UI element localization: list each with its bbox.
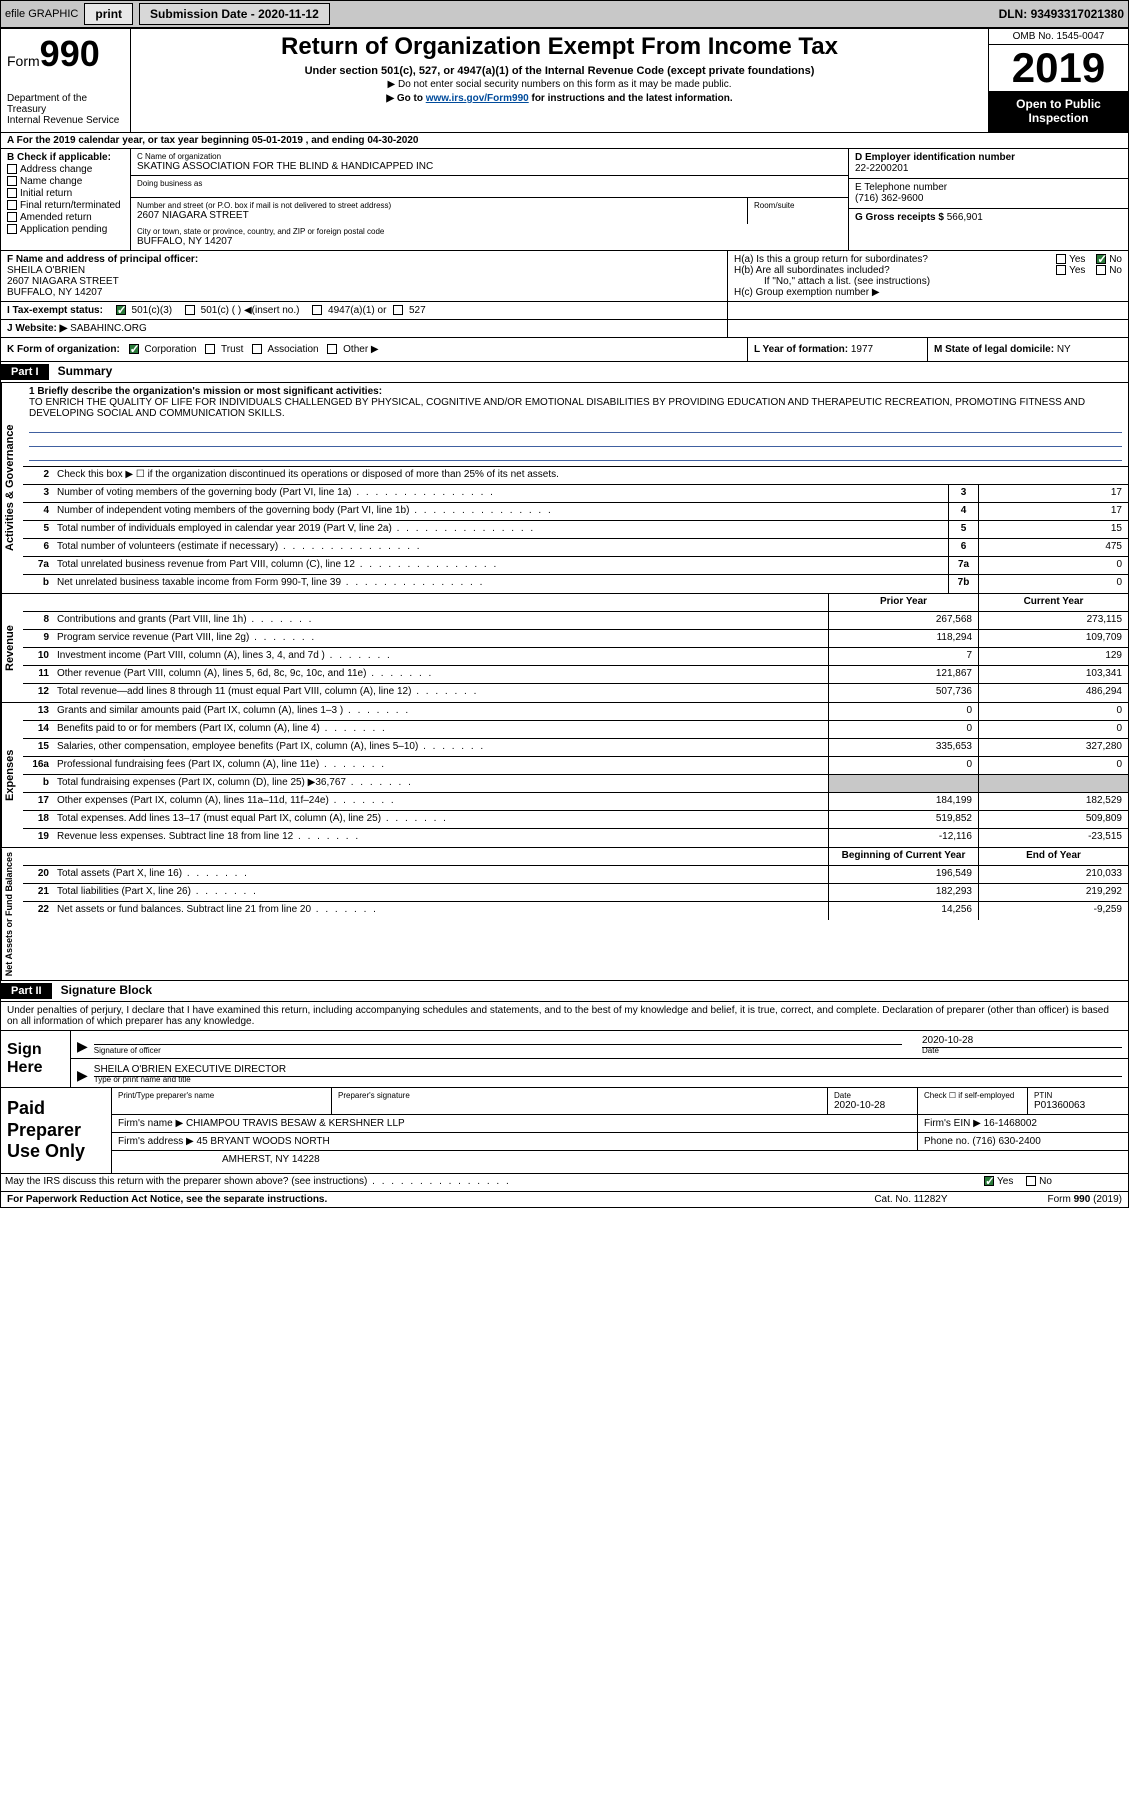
topbar: efile GRAPHIC print Submission Date - 20… <box>0 0 1129 28</box>
cb-4947[interactable] <box>312 305 322 315</box>
dept-label: Department of the Treasury Internal Reve… <box>7 93 124 126</box>
cb-pending[interactable] <box>7 224 17 234</box>
signature-block: Under penalties of perjury, I declare th… <box>1 1002 1128 1192</box>
cb-name-change[interactable] <box>7 176 17 186</box>
cb-corp[interactable] <box>129 344 139 354</box>
open-public-badge: Open to Public Inspection <box>989 91 1128 132</box>
cb-address-change[interactable] <box>7 164 17 174</box>
cb-hb-yes[interactable] <box>1056 265 1066 275</box>
org-city: BUFFALO, NY 14207 <box>137 236 842 247</box>
row-a-period: A For the 2019 calendar year, or tax yea… <box>1 133 1128 149</box>
header-left: Form990 Department of the Treasury Inter… <box>1 29 131 132</box>
paid-preparer-label: Paid Preparer Use Only <box>1 1088 111 1173</box>
website: SABAHINC.ORG <box>70 323 147 334</box>
cb-final-return[interactable] <box>7 200 17 210</box>
cb-other[interactable] <box>327 344 337 354</box>
cb-trust[interactable] <box>205 344 215 354</box>
section-fh: F Name and address of principal officer:… <box>1 251 1128 302</box>
header-mid: Return of Organization Exempt From Incom… <box>131 29 988 132</box>
org-name: SKATING ASSOCIATION FOR THE BLIND & HAND… <box>137 161 842 172</box>
gross-receipts: 566,901 <box>947 212 983 223</box>
cb-501c3[interactable] <box>116 305 126 315</box>
cb-527[interactable] <box>393 305 403 315</box>
row-j: J Website: ▶ SABAHINC.ORG <box>1 320 1128 338</box>
part2-header: Part II Signature Block <box>1 981 1128 1002</box>
cb-hb-no[interactable] <box>1096 265 1106 275</box>
phone: (716) 362-9600 <box>855 193 1122 204</box>
vtab-expenses: Expenses <box>1 703 23 847</box>
cb-discuss-no[interactable] <box>1026 1176 1036 1186</box>
box-c: C Name of organization SKATING ASSOCIATI… <box>131 149 848 250</box>
submission-button[interactable]: Submission Date - 2020-11-12 <box>139 3 330 25</box>
sign-here-label: Sign Here <box>1 1031 71 1087</box>
print-button[interactable]: print <box>84 3 133 25</box>
cb-501c[interactable] <box>185 305 195 315</box>
vtab-governance: Activities & Governance <box>1 383 23 593</box>
row-k: K Form of organization: Corporation Trus… <box>1 338 1128 362</box>
ein: 22-2200201 <box>855 163 1122 174</box>
arrow-icon: ▶ <box>77 1067 88 1084</box>
cb-assoc[interactable] <box>252 344 262 354</box>
cb-discuss-yes[interactable] <box>984 1176 994 1186</box>
part1-header: Part I Summary <box>1 362 1128 383</box>
form-title: Return of Organization Exempt From Incom… <box>137 33 982 61</box>
cb-ha-no[interactable] <box>1096 254 1106 264</box>
box-deg: D Employer identification number 22-2200… <box>848 149 1128 250</box>
section-bcdefg: B Check if applicable: Address change Na… <box>1 149 1128 251</box>
efile-label: efile GRAPHIC <box>5 8 78 20</box>
vtab-revenue: Revenue <box>1 594 23 702</box>
expenses-section: Expenses 13Grants and similar amounts pa… <box>1 703 1128 848</box>
arrow-icon: ▶ <box>77 1038 88 1055</box>
box-f: F Name and address of principal officer:… <box>1 251 728 301</box>
header-right: OMB No. 1545-0047 2019 Open to Public In… <box>988 29 1128 132</box>
form990-link[interactable]: www.irs.gov/Form990 <box>426 93 529 104</box>
omb-number: OMB No. 1545-0047 <box>989 29 1128 45</box>
box-b: B Check if applicable: Address change Na… <box>1 149 131 250</box>
form-990: Form990 Department of the Treasury Inter… <box>0 28 1129 1208</box>
dln: DLN: 93493317021380 <box>999 7 1124 21</box>
form-version: Form 990 (2019) <box>1048 1194 1122 1205</box>
netassets-section: Net Assets or Fund Balances Beginning of… <box>1 848 1128 981</box>
cb-ha-yes[interactable] <box>1056 254 1066 264</box>
cb-amended[interactable] <box>7 212 17 222</box>
mission-text: TO ENRICH THE QUALITY OF LIFE FOR INDIVI… <box>29 397 1122 419</box>
org-street: 2607 NIAGARA STREET <box>137 210 741 221</box>
footer: For Paperwork Reduction Act Notice, see … <box>1 1192 1128 1207</box>
vtab-netassets: Net Assets or Fund Balances <box>1 848 23 980</box>
cb-initial-return[interactable] <box>7 188 17 198</box>
box-h: H(a) Is this a group return for subordin… <box>728 251 1128 301</box>
form-header: Form990 Department of the Treasury Inter… <box>1 29 1128 133</box>
revenue-section: Revenue Prior Year Current Year 8Contrib… <box>1 594 1128 703</box>
tax-year: 2019 <box>989 45 1128 91</box>
activities-governance: Activities & Governance 1 Briefly descri… <box>1 383 1128 594</box>
row-i: I Tax-exempt status: 501(c)(3) 501(c) ( … <box>1 302 1128 320</box>
